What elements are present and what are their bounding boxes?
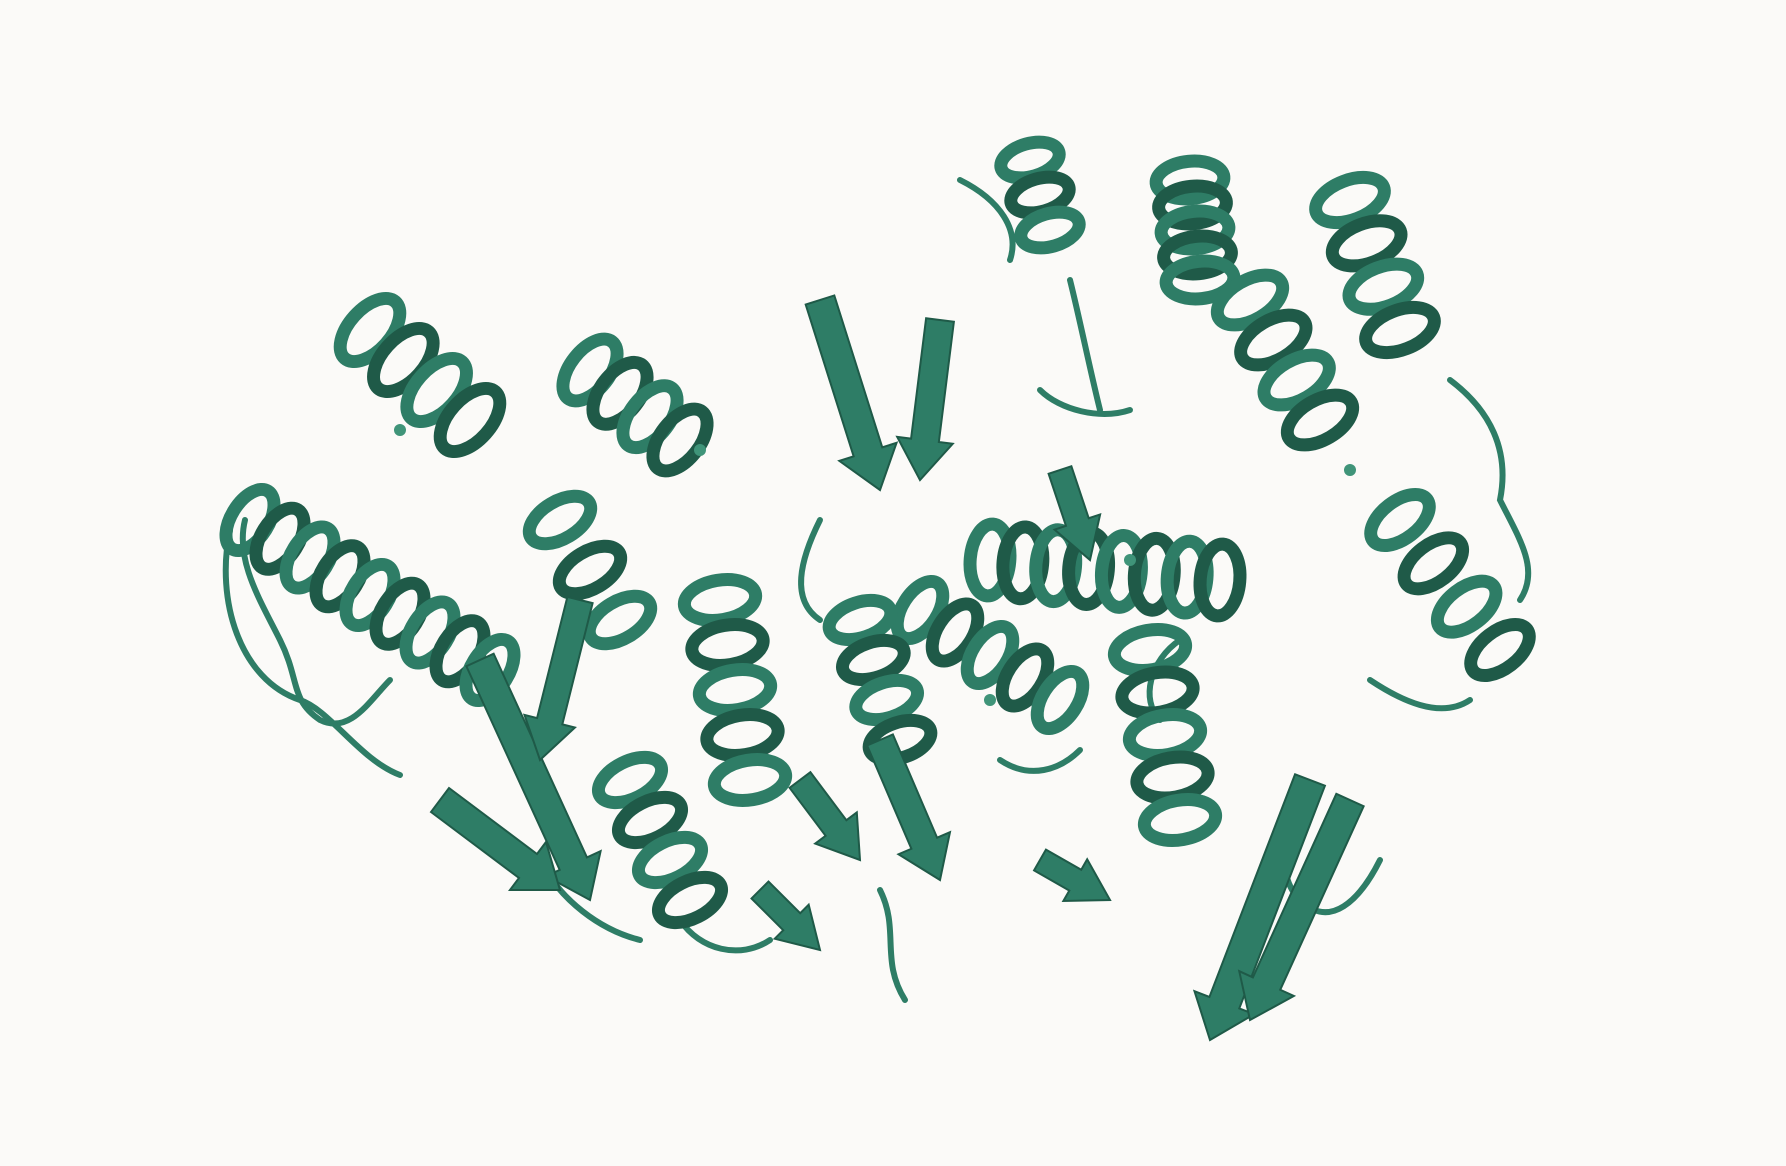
alpha-helix [1397, 531, 1470, 596]
alpha-helix [1030, 664, 1090, 736]
ribbon-highlight [984, 694, 996, 706]
coil-loop [1067, 277, 1103, 413]
beta-strand [429, 786, 562, 891]
ribbon-highlight [394, 424, 406, 436]
alpha-helix [849, 673, 925, 727]
alpha-helix [1325, 214, 1408, 273]
alpha-helix [1210, 268, 1290, 332]
beta-strand [1192, 772, 1327, 1042]
alpha-helix [1152, 179, 1233, 231]
beta-strand [865, 733, 952, 882]
ribbon-highlight [1124, 554, 1136, 566]
alpha-helix [1430, 574, 1503, 639]
beta-strand [1237, 792, 1365, 1022]
coil-loop [1367, 677, 1473, 712]
alpha-helix [1157, 229, 1238, 281]
alpha-helix [996, 520, 1050, 606]
alpha-helix [1159, 254, 1241, 306]
alpha-helix [1309, 170, 1391, 230]
alpha-helix [1359, 300, 1441, 360]
alpha-helix [1234, 308, 1313, 372]
coil-loop [1447, 377, 1532, 603]
beta-strand [788, 770, 862, 862]
alpha-helix [631, 830, 709, 890]
beta-strand [1032, 848, 1112, 903]
ribbon-highlight [1344, 464, 1356, 476]
beta-strand [895, 317, 956, 482]
alpha-helix [646, 402, 714, 478]
beta-strand [1047, 464, 1102, 562]
alpha-helix [1364, 488, 1436, 552]
coil-loop [239, 517, 393, 727]
alpha-helix [1127, 531, 1181, 617]
alpha-helix [1154, 204, 1236, 256]
alpha-helix [591, 750, 669, 810]
coil-loop [997, 747, 1083, 774]
alpha-helix [1014, 205, 1086, 255]
alpha-helix [1257, 348, 1336, 412]
alpha-helix [1280, 388, 1360, 452]
alpha-helix [433, 381, 507, 459]
alpha-helix [1094, 529, 1148, 614]
alpha-helix [835, 633, 911, 687]
alpha-helix [1137, 793, 1223, 847]
beta-strand [804, 294, 899, 492]
coil-loop [677, 917, 773, 954]
alpha-helix [611, 790, 689, 850]
alpha-helix [1193, 537, 1247, 623]
alpha-helix [963, 517, 1017, 603]
coil-loop [798, 517, 823, 623]
coil-loop [1037, 387, 1133, 417]
alpha-helix [700, 708, 785, 762]
alpha-helix [1464, 618, 1536, 682]
ribbon-highlight [694, 444, 706, 456]
alpha-helix [1342, 257, 1425, 316]
coil-loop [877, 887, 908, 1003]
alpha-helix [692, 663, 778, 717]
alpha-helix [552, 539, 628, 601]
alpha-helix [522, 489, 598, 551]
alpha-helix [1149, 154, 1231, 206]
alpha-helix [707, 753, 793, 807]
alpha-helix [582, 589, 658, 651]
alpha-helix [822, 593, 898, 647]
alpha-helix [651, 870, 729, 930]
beta-strand [465, 652, 603, 902]
beta-strand [750, 880, 822, 952]
coil-loop [222, 527, 403, 778]
beta-strand [522, 595, 594, 762]
alpha-helix [1160, 534, 1214, 620]
coil-loop [957, 177, 1016, 263]
alpha-helix [677, 573, 763, 627]
alpha-helix [685, 618, 770, 672]
